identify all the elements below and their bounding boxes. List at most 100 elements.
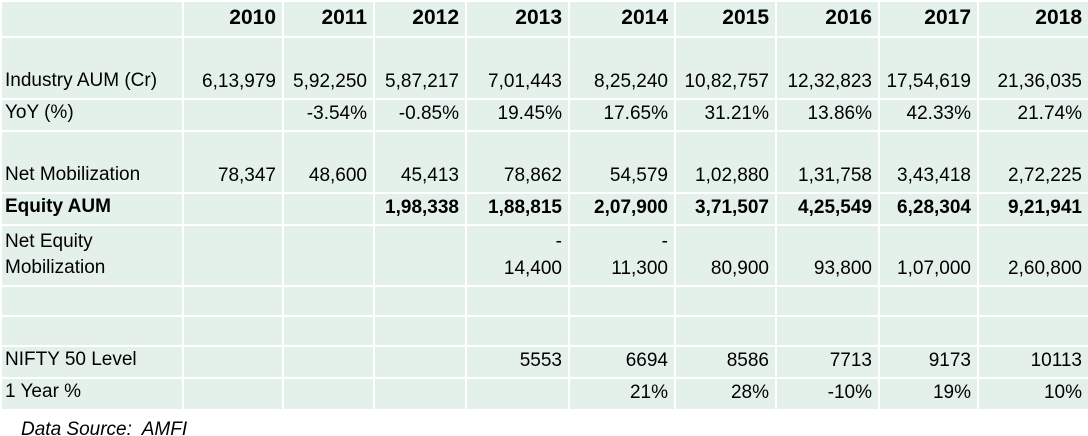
- split-cell: [376, 229, 459, 281]
- table-row-net-mobilization: Net Mobilization 78,347 48,600 45,413 78,862…: [0, 130, 1088, 194]
- table-cell: [182, 377, 284, 411]
- table-cell: 31.21%: [674, 98, 777, 132]
- split-cell-bottom: 11,300: [611, 258, 668, 279]
- table-cell: [373, 345, 467, 379]
- table-cell: 54,579: [568, 130, 676, 194]
- split-cell-top: -: [661, 231, 668, 252]
- table-cell: [282, 224, 375, 287]
- table-cell: 10113: [977, 345, 1088, 379]
- split-cell: 93,800: [778, 229, 872, 281]
- table-cell: [182, 98, 284, 132]
- table-cell: 80,900: [674, 224, 777, 287]
- year-header-2017: 2017: [878, 0, 979, 38]
- table-body: Industry AUM (Cr) 6,13,979 5,92,250 5,87,21…: [0, 36, 1088, 411]
- table-cell: - 14,400: [465, 224, 570, 287]
- row-label: YoY (%): [0, 98, 184, 132]
- split-cell: 2,60,800: [980, 229, 1082, 281]
- table-cell: [775, 315, 880, 347]
- table-cell: 21,36,035: [977, 36, 1088, 100]
- split-cell-bottom: 2,60,800: [1008, 258, 1082, 279]
- row-label: [0, 315, 184, 347]
- table-cell: 2,60,800: [977, 224, 1088, 287]
- table-cell: [878, 285, 979, 317]
- table-cell: 6694: [568, 345, 676, 379]
- table-cell: [465, 315, 570, 347]
- table-cell: [182, 285, 284, 317]
- table-cell: 3,43,418: [878, 130, 979, 194]
- table-row-net-equity-mobilization: Net Equity Mobilization - 14,400 - 11,300 80,9…: [0, 224, 1088, 287]
- table-row-empty-row-2: [0, 315, 1088, 347]
- split-cell: - 11,300: [571, 229, 668, 281]
- row-label: Net Mobilization: [0, 130, 184, 194]
- table-cell: 1,07,000: [878, 224, 979, 287]
- table-cell: 5,87,217: [373, 36, 467, 100]
- table-cell: [282, 345, 375, 379]
- table-cell: 17,54,619: [878, 36, 979, 100]
- table-cell: [775, 285, 880, 317]
- table-cell: 17.65%: [568, 98, 676, 132]
- year-header-2012: 2012: [373, 0, 467, 38]
- split-cell-top: [980, 229, 1082, 254]
- table-cell: -0.85%: [373, 98, 467, 132]
- table-cell: 42.33%: [878, 98, 979, 132]
- table-cell: 4,25,549: [775, 192, 880, 226]
- table-cell: [977, 315, 1088, 347]
- table-cell: -3.54%: [282, 98, 375, 132]
- year-header-2011: 2011: [282, 0, 375, 38]
- split-cell: - 14,400: [468, 229, 562, 281]
- split-cell-bottom: 14,400: [503, 258, 562, 279]
- split-cell-top: [881, 229, 971, 254]
- split-cell: 80,900: [677, 229, 769, 281]
- table-row-equity-aum: Equity AUM 1,98,338 1,88,815 2,07,900 3,71,5…: [0, 192, 1088, 226]
- table-cell: 10,82,757: [674, 36, 777, 100]
- split-cell-top: [185, 229, 276, 254]
- table-cell: [282, 377, 375, 411]
- table-row-empty-row-1: [0, 285, 1088, 317]
- table-cell: 1,88,815: [465, 192, 570, 226]
- table-cell: 10%: [977, 377, 1088, 411]
- table-cell: [465, 377, 570, 411]
- table-cell: 9,21,941: [977, 192, 1088, 226]
- table-cell: 19%: [878, 377, 979, 411]
- table-cell: [977, 285, 1088, 317]
- table-cell: -10%: [775, 377, 880, 411]
- table-cell: [282, 192, 375, 226]
- table-cell: 9173: [878, 345, 979, 379]
- row-label: Net Equity Mobilization: [0, 224, 184, 287]
- split-cell-bottom: 1,07,000: [897, 258, 971, 279]
- table-cell: 45,413: [373, 130, 467, 194]
- split-cell-bottom: [185, 256, 276, 281]
- table-cell: [182, 224, 284, 287]
- table-cell: 21.74%: [977, 98, 1088, 132]
- table-cell: [182, 315, 284, 347]
- year-header-2010: 2010: [182, 0, 284, 38]
- table-cell: 7713: [775, 345, 880, 379]
- table-row-yoy-pct: YoY (%) -3.54% -0.85% 19.45% 17.65% 31.21% 13.…: [0, 98, 1088, 132]
- row-label: Industry AUM (Cr): [0, 36, 184, 100]
- table-cell: 5553: [465, 345, 570, 379]
- table-cell: [568, 285, 676, 317]
- table-cell: [878, 315, 979, 347]
- table-cell: 2,07,900: [568, 192, 676, 226]
- table-cell: 1,98,338: [373, 192, 467, 226]
- table-cell: [182, 345, 284, 379]
- corner-cell: [0, 0, 184, 38]
- table-cell: 3,71,507: [674, 192, 777, 226]
- table-row-nifty-50-level: NIFTY 50 Level 5553 6694 8586 7713 9173 10113: [0, 345, 1088, 379]
- table-cell: 78,347: [182, 130, 284, 194]
- row-label-line1: Net Equity: [5, 231, 93, 252]
- year-header-2013: 2013: [465, 0, 570, 38]
- table-cell: 8586: [674, 345, 777, 379]
- data-source-note: Data Source: AMFI: [21, 419, 188, 436]
- split-cell-bottom: 93,800: [813, 258, 872, 279]
- table-cell: 48,600: [282, 130, 375, 194]
- year-header-2014: 2014: [568, 0, 676, 38]
- table-cell: [373, 377, 467, 411]
- row-label-line2: Mobilization: [5, 257, 106, 278]
- row-label: [0, 285, 184, 317]
- table-cell: [373, 315, 467, 347]
- year-header-2015: 2015: [674, 0, 777, 38]
- table-cell: 8,25,240: [568, 36, 676, 100]
- year-header-2018: 2018: [977, 0, 1088, 38]
